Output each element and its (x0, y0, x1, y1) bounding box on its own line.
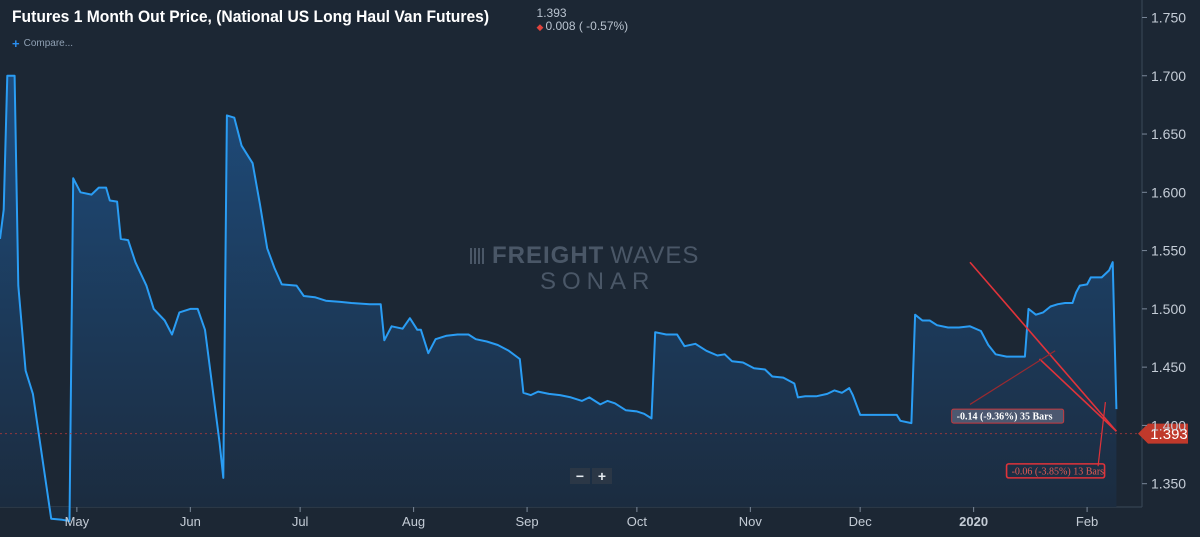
compare-label: Compare... (23, 38, 74, 49)
y-tick-label: 1.550 (1151, 243, 1186, 259)
y-tick-label: 1.650 (1151, 126, 1186, 142)
watermark-brand-bold: FREIGHT (492, 242, 605, 269)
series-line (0, 74, 1118, 522)
watermark: FREIGHT WAVES SONAR (470, 242, 750, 296)
annotation-label-2: -0.06 (-3.85%) 13 Bars (1012, 466, 1105, 477)
last-price-badge (1138, 423, 1188, 444)
y-tick-label: 1.750 (1151, 9, 1186, 25)
zoom-in-button[interactable]: + (592, 468, 612, 484)
series-area (0, 75, 1117, 522)
chart-title: Futures 1 Month Out Price, (National US … (12, 7, 490, 26)
x-tick-label: Nov (739, 514, 763, 529)
down-triangle-icon: ◆ (536, 22, 544, 32)
x-tick-label: Jul (292, 514, 309, 529)
annotation-label-1: -0.14 (-9.36%) 35 Bars (957, 412, 1053, 423)
trend-line-1 (969, 261, 1117, 432)
x-tick-label: May (65, 514, 90, 529)
x-tick-label: Aug (402, 514, 425, 529)
watermark-product: SONAR (540, 268, 656, 295)
y-tick-label: 1.500 (1151, 301, 1186, 317)
chart-header: Futures 1 Month Out Price, (National US … (12, 6, 628, 34)
last-value: 1.393 (536, 6, 567, 20)
annotation-connector-2 (1097, 402, 1106, 467)
y-tick-label: 1.400 (1151, 417, 1186, 433)
last-price-label: 1.393 (1150, 426, 1188, 443)
y-tick-label: 1.600 (1151, 184, 1186, 200)
plus-icon: + (12, 35, 20, 51)
annotation-box-2 (1005, 463, 1106, 479)
x-tick-label: Dec (849, 514, 873, 529)
annotation-connector-1 (969, 350, 1056, 405)
brand-logo-icon (470, 248, 486, 264)
x-tick-label: Oct (627, 514, 648, 529)
watermark-brand-light: WAVES (610, 242, 700, 269)
price-summary: 1.393 ◆ 0.008 ( -0.57%) (537, 7, 629, 34)
x-tick-label: Jun (180, 514, 201, 529)
y-tick-label: 1.450 (1151, 359, 1186, 375)
price-change-text: 0.008 ( -0.57%) (545, 19, 629, 33)
zoom-out-button[interactable]: − (570, 468, 590, 484)
x-tick-label: 2020 (959, 514, 988, 529)
price-change: ◆ 0.008 ( -0.57%) (537, 20, 629, 34)
zoom-controls: − + (570, 468, 612, 484)
annotation-box-1 (951, 408, 1065, 424)
y-tick-label: 1.350 (1151, 476, 1186, 492)
watermark-brand: FREIGHT WAVES (470, 242, 750, 270)
x-tick-label: Sep (516, 514, 539, 529)
y-tick-label: 1.700 (1151, 68, 1186, 84)
x-tick-label: Feb (1076, 514, 1098, 529)
compare-button[interactable]: + Compare... (12, 35, 74, 51)
